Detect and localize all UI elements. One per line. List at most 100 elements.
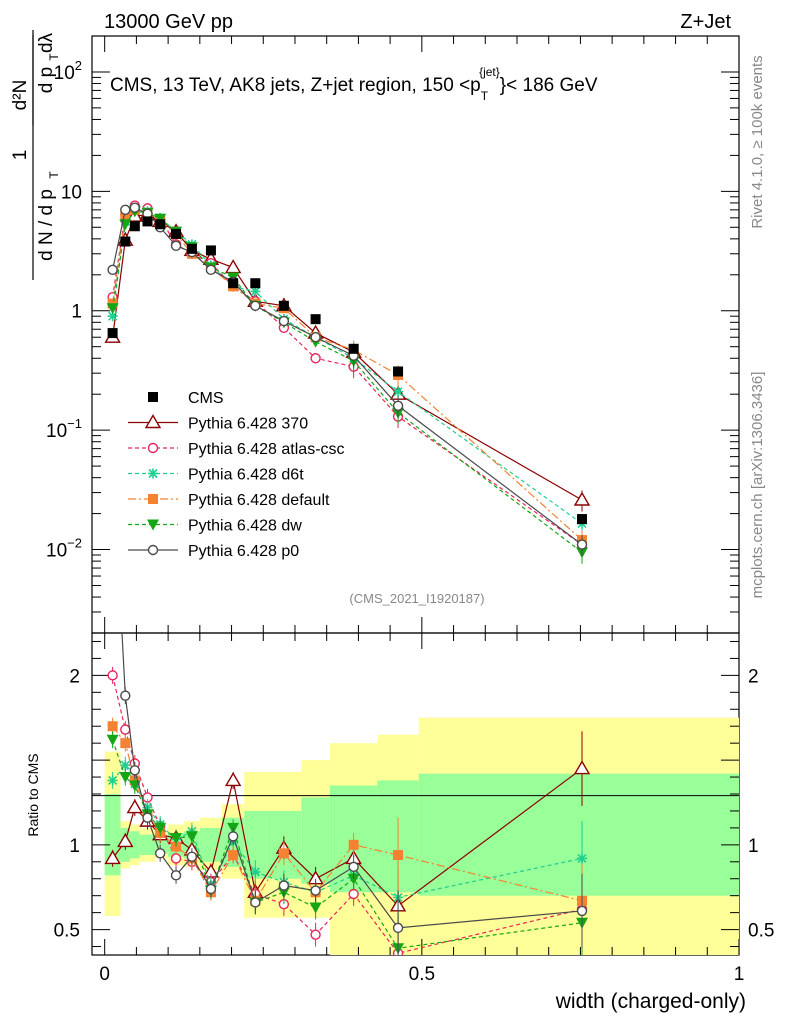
main-point-p0-1 [120,204,131,216]
main-point-CMS-11 [310,314,321,325]
ratio-point-default-8 [228,850,239,861]
band-inner-7 [199,827,223,862]
ratio-point-dw-6 [185,831,198,843]
main-point-d6t-13 [393,386,404,397]
legend-marker-CMS [148,392,158,402]
ratio-point-atlas-csc-12 [348,888,359,900]
main-axes: 10−2 10−1 1 10 102 [46,35,740,634]
main-point-p0-5 [170,240,182,251]
main-point-p0-9 [250,300,261,312]
ratio-point-p0-3 [142,812,153,823]
legend-marker-atlas-csc [147,442,159,454]
svg-text:dλ: dλ [36,32,57,53]
ratio-point-default-13 [393,850,404,861]
svg-text:1: 1 [10,150,31,161]
main-point-p0-14 [576,539,588,550]
ratio-uncertainty-bands [104,717,739,955]
main-point-CMS-2 [129,221,140,232]
ratio-point-370-14 [573,760,591,775]
main-point-p0-10 [278,315,290,327]
main-point-CMS-5 [171,228,182,239]
ratio-y-tick-label-left-1: 1 [69,836,80,857]
main-point-dw-0 [106,303,119,315]
ratio-point-default-10 [278,848,289,859]
ratio-y-tick-label-right-1: 1 [748,836,759,857]
legend-label-d6t: Pythia 6.428 d6t [188,467,304,484]
ratio-point-atlas-csc-5 [170,853,182,864]
ratio-axes: 0.5 0.5 1 1 2 2 0 0.5 1 [54,633,774,985]
main-series-370 [104,206,591,512]
legend-entry-atlas-csc: Pythia 6.428 atlas-csc [128,441,345,458]
main-point-370-8 [224,259,242,274]
main-ylabel: 1 d N / d p T d²N d p T dλ [10,30,61,280]
main-series-p0 [107,202,588,557]
ratio-series [104,633,591,955]
svg-text:T: T [47,171,61,179]
main-series-CMS [107,216,588,525]
main-point-CMS-0 [107,328,118,339]
main-point-dw-4 [154,213,167,225]
ratio-line-dw [112,739,583,949]
main-y-tick-label-4: 102 [54,58,82,84]
ratio-point-dw-5 [170,833,183,845]
ratio-point-default-12 [348,839,359,850]
legend-label-default: Pythia 6.428 default [188,492,330,509]
mcplots-label: mcplots.cern.ch [arXiv:1306.3436] [749,372,766,599]
legend-marker-370 [144,414,162,429]
main-point-CMS-4 [155,219,166,230]
ratio-point-p0-5 [170,870,182,881]
legend-label-dw: Pythia 6.428 dw [188,518,302,535]
ratio-point-dw-4 [154,822,167,834]
main-series-default [107,204,588,552]
ratio-ylabel: Ratio to CMS [25,753,41,836]
main-point-CMS-12 [348,343,359,354]
legend-label-p0: Pythia 6.428 p0 [188,543,299,560]
ratio-point-dw-0 [106,734,119,746]
ratio-point-370-8 [224,772,242,787]
ratio-y-tick-label-right-2: 2 [748,666,759,687]
analysis-tag: (CMS_2021_I1920187) [349,591,484,606]
main-point-p0-13 [392,400,404,411]
main-line-p0 [112,207,583,546]
main-point-default-1 [120,211,131,222]
ratio-point-default-1 [120,738,131,749]
ratio-point-p0-6 [186,851,198,862]
ratio-point-p0-1 [120,690,131,701]
ratio-point-p0-12 [348,861,359,873]
main-point-CMS-9 [250,278,261,289]
main-y-tick-label-2: 1 [71,302,82,323]
main-line-d6t [112,208,583,525]
x-tick-label-2: 1 [734,964,745,985]
ratio-point-p0-2 [129,765,141,776]
main-series [104,200,591,564]
main-series-atlas-csc [107,200,588,557]
legend-entry-d6t: Pythia 6.428 d6t [128,467,304,484]
svg-text:d N / d p: d N / d p [36,189,57,261]
main-y-tick-label-3: 10 [61,182,82,203]
ratio-point-default-0 [107,721,118,732]
legend-marker-default [148,494,158,504]
main-point-CMS-10 [278,300,289,311]
band-inner-0 [104,794,121,876]
main-line-default [112,209,583,541]
svg-text:T: T [47,53,61,61]
ratio-point-p0-8 [227,831,239,842]
ratio-y-tick-label-left-0: 0.5 [54,921,80,942]
ratio-point-p0-11 [310,885,321,896]
ratio-point-atlas-csc-1 [120,724,131,735]
main-point-CMS-6 [186,243,197,254]
ratio-point-p0-10 [278,880,290,891]
svg-text:d p: d p [36,67,57,93]
ratio-y-tick-label-left-2: 2 [69,666,80,687]
header-left: 13000 GeV pp [104,11,233,33]
main-point-p0-2 [129,202,141,213]
legend: CMS Pythia 6.428 370 Pythia 6.428 atlas-cs… [128,390,345,560]
band-inner-2 [130,831,140,859]
rivet-label: Rivet 4.1.0, ≥ 100k events [749,55,766,228]
ratio-point-p0-7 [205,883,217,895]
ratio-point-p0-4 [154,848,166,859]
ratio-point-370-2 [126,799,144,814]
ratio-point-370-1 [117,833,134,848]
main-point-CMS-7 [205,245,216,256]
main-point-CMS-14 [577,514,588,525]
